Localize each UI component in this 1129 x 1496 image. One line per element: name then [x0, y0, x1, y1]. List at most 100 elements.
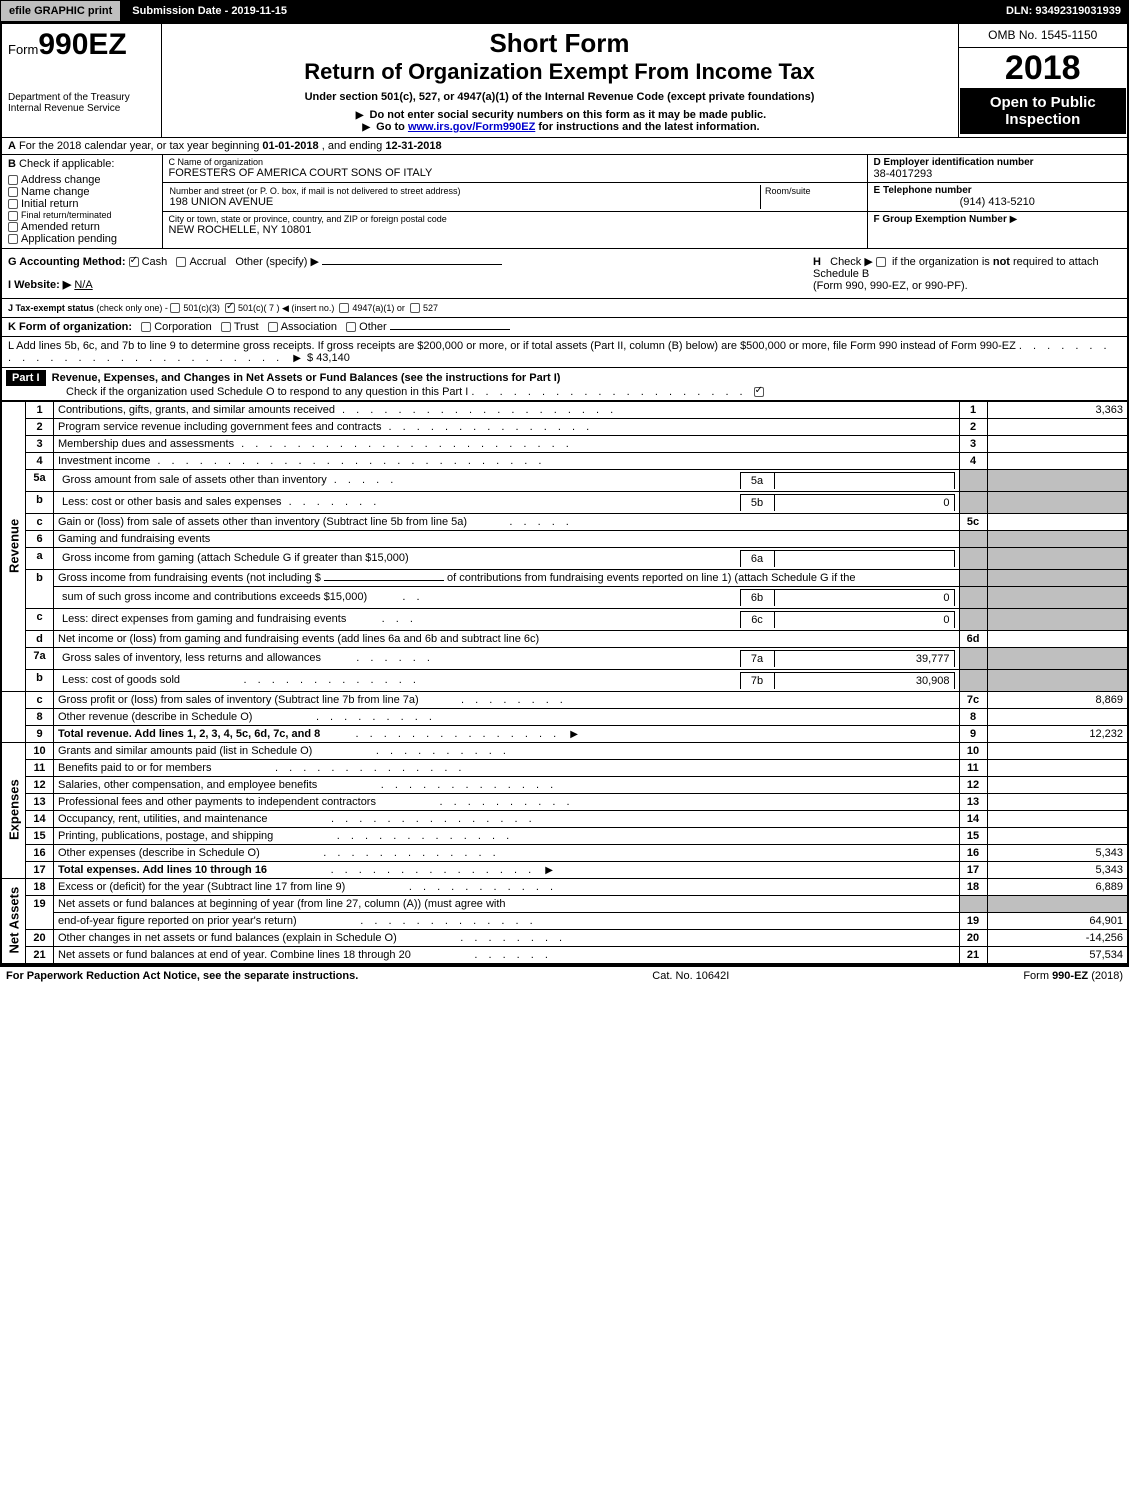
line-box: 6d: [959, 630, 987, 647]
check-501c[interactable]: [225, 303, 235, 313]
section-h-check: Check ▶: [830, 256, 873, 268]
line-num: c: [26, 608, 54, 630]
short-form-title: Short Form: [168, 28, 952, 59]
check-schedule-o[interactable]: [754, 387, 764, 397]
check-address-change[interactable]: Address change: [8, 174, 156, 186]
section-g-label: G Accounting Method:: [8, 256, 126, 268]
ein: 38-4017293: [874, 168, 1122, 180]
goto-prefix: Go to: [376, 121, 408, 133]
footer-right: Form 990-EZ (2018): [1023, 970, 1123, 982]
check-other[interactable]: [346, 322, 356, 332]
tax-year-begin: 01-01-2018: [262, 140, 318, 152]
sub-box: 6c: [740, 611, 774, 628]
line-value: [987, 759, 1127, 776]
line-text: Salaries, other compensation, and employ…: [54, 776, 960, 793]
line-value: [987, 810, 1127, 827]
check-initial-return[interactable]: Initial return: [8, 198, 156, 210]
line-box: 15: [959, 827, 987, 844]
other-label: Other (specify) ▶: [235, 256, 319, 268]
section-k: K Form of organization: Corporation Trus…: [8, 321, 510, 333]
check-label: Name change: [21, 186, 90, 198]
line-num: 20: [26, 929, 54, 946]
dln: DLN: 93492319031939: [998, 0, 1129, 22]
open-public-2: Inspection: [1005, 111, 1080, 128]
section-j-note: (check only one) -: [96, 303, 170, 313]
check-final-return[interactable]: Final return/terminated: [8, 210, 156, 221]
line-text: Printing, publications, postage, and shi…: [54, 827, 960, 844]
line-box-shade: [959, 669, 987, 691]
check-association[interactable]: [268, 322, 278, 332]
line-num: b: [26, 569, 54, 608]
website: N/A: [74, 279, 92, 291]
line-box-shade: [959, 586, 987, 608]
check-label: Final return/terminated: [21, 210, 112, 220]
form-label: Form990EZ: [8, 28, 155, 62]
section-b-label: B: [8, 158, 16, 170]
line-value-shade: [987, 895, 1127, 912]
check-trust[interactable]: [221, 322, 231, 332]
line-box: 1: [959, 401, 987, 418]
dept-treasury: Department of the Treasury: [8, 92, 155, 103]
sub-value: 0: [774, 611, 954, 628]
section-b-title: Check if applicable:: [19, 158, 114, 170]
line-num: 16: [26, 844, 54, 861]
topbar: efile GRAPHIC print Submission Date - 20…: [0, 0, 1129, 22]
line-text: Net income or (loss) from gaming and fun…: [54, 630, 960, 647]
line-box: 20: [959, 929, 987, 946]
check-label: Address change: [21, 174, 101, 186]
check-amended-return[interactable]: Amended return: [8, 221, 156, 233]
arrow-icon: [567, 728, 581, 740]
line-value: [987, 452, 1127, 469]
line-text: Other revenue (describe in Schedule O) .…: [54, 708, 960, 725]
goto-link[interactable]: www.irs.gov/Form990EZ: [408, 121, 535, 133]
check-name-change[interactable]: Name change: [8, 186, 156, 198]
line-box: 2: [959, 418, 987, 435]
line-text: sum of such gross income and contributio…: [54, 586, 960, 608]
check-4947[interactable]: [339, 303, 349, 313]
line-box-shade: [959, 547, 987, 569]
section-f-label: F Group Exemption Number ▶: [874, 214, 1122, 225]
line-num: 18: [26, 878, 54, 895]
line-value: 64,901: [987, 912, 1127, 929]
opt-label: 501(c)( 7 ) ◀ (insert no.): [238, 303, 334, 313]
part1-label: Part I: [6, 370, 46, 386]
line-text: Less: direct expenses from gaming and fu…: [54, 608, 960, 630]
do-not-text: Do not enter social security numbers on …: [370, 109, 767, 121]
section-d-label: D Employer identification number: [874, 157, 1122, 168]
line-num: 12: [26, 776, 54, 793]
line-box-shade: [959, 895, 987, 912]
part1-title: Revenue, Expenses, and Changes in Net As…: [52, 372, 561, 384]
check-application-pending[interactable]: Application pending: [8, 233, 156, 245]
line-num: 19: [26, 895, 54, 929]
line-value-shade: [987, 647, 1127, 669]
line-value: [987, 435, 1127, 452]
line-num: 21: [26, 946, 54, 963]
opt-label: Other: [359, 321, 387, 333]
line-value: 12,232: [987, 725, 1127, 742]
arrow-icon: ▶: [1010, 214, 1018, 225]
opt-label: 4947(a)(1) or: [352, 303, 405, 313]
check-cash[interactable]: [129, 257, 139, 267]
line-box: 4: [959, 452, 987, 469]
check-schedule-b[interactable]: [876, 257, 886, 267]
telephone: (914) 413-5210: [874, 196, 1122, 208]
check-501c3[interactable]: [170, 303, 180, 313]
footer-left: For Paperwork Reduction Act Notice, see …: [6, 970, 358, 982]
section-h: H Check ▶ if the organization is not req…: [813, 255, 1121, 292]
opt-label: 501(c)(3): [183, 303, 220, 313]
line-num: b: [26, 669, 54, 691]
line-text: Gross sales of inventory, less returns a…: [54, 647, 960, 669]
line-num: 14: [26, 810, 54, 827]
line-num: a: [26, 547, 54, 569]
sub-value: 39,777: [774, 650, 954, 667]
line-num: 17: [26, 861, 54, 878]
under-section: Under section 501(c), 527, or 4947(a)(1)…: [168, 91, 952, 103]
check-accrual[interactable]: [176, 257, 186, 267]
line-text: Gross income from gaming (attach Schedul…: [54, 547, 960, 569]
line-num: 11: [26, 759, 54, 776]
line-box: 9: [959, 725, 987, 742]
check-527[interactable]: [410, 303, 420, 313]
efile-print-button[interactable]: efile GRAPHIC print: [0, 0, 121, 22]
check-corporation[interactable]: [141, 322, 151, 332]
arrow-icon: [359, 121, 373, 133]
